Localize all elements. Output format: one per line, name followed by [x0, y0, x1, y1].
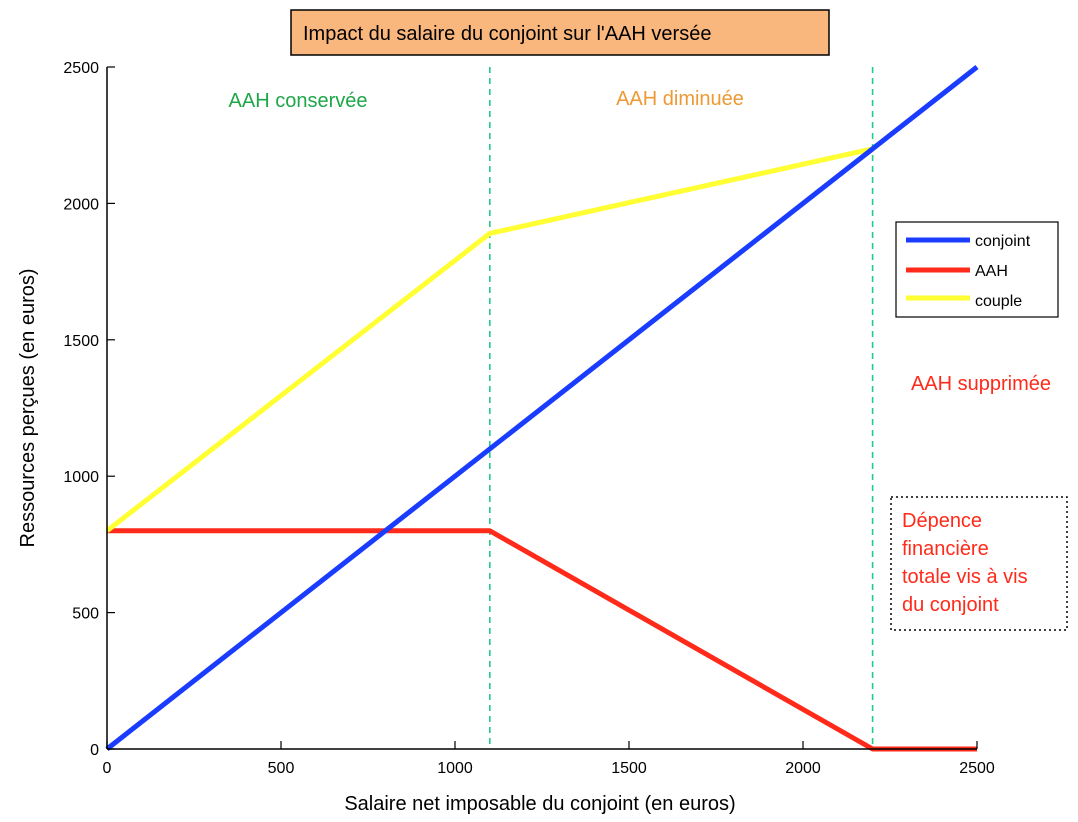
chart-title: Impact du salaire du conjoint sur l'AAH … [303, 23, 711, 45]
legend: conjoint AAH couple [895, 221, 1059, 318]
y-tick-label: 2000 [63, 196, 99, 213]
x-tick-label: 1000 [437, 760, 473, 777]
series-lines [105, 65, 979, 752]
y-tick-label: 2500 [63, 60, 99, 77]
legend-label-conjoint: conjoint [975, 233, 1031, 250]
annotation-aah-conservee: AAH conservée [229, 90, 368, 112]
chart-title-background [290, 9, 830, 56]
y-axis-label: Ressources perçues (en euros) [17, 268, 39, 547]
note-line-2: financière [902, 538, 989, 560]
legend-label-aah: AAH [975, 263, 1008, 280]
note-box: Dépence financière totale vis à vis du c… [890, 496, 1068, 631]
x-tick-label: 2000 [785, 760, 821, 777]
y-tick-label: 1000 [63, 469, 99, 486]
axes [106, 67, 977, 750]
x-tick-label: 0 [103, 760, 112, 777]
annotation-aah-supprimee: AAH supprimée [911, 373, 1051, 395]
series-line-couple [105, 146, 874, 533]
annotation-aah-diminuee: AAH diminuée [616, 88, 744, 110]
series-line-conjoint [105, 65, 979, 751]
x-tick-label: 1500 [611, 760, 647, 777]
series-line-aah [107, 528, 977, 752]
note-line-4: du conjoint [902, 594, 999, 616]
note-line-3: totale vis à vis [902, 566, 1028, 588]
y-ticks: 0 500 1000 1500 2000 2500 [63, 60, 115, 759]
legend-label-couple: couple [975, 293, 1022, 310]
note-box-border [890, 496, 1068, 631]
x-axis-label: Salaire net imposable du conjoint (en eu… [344, 793, 735, 815]
y-tick-label: 500 [72, 606, 99, 623]
x-tick-label: 500 [268, 760, 295, 777]
note-line-1: Dépence [902, 510, 982, 532]
x-tick-label: 2500 [959, 760, 995, 777]
x-ticks: 0 500 1000 1500 2000 2500 [103, 741, 995, 777]
y-tick-label: 0 [90, 742, 99, 759]
threshold-lines [488, 67, 874, 749]
chart-title-box: Impact du salaire du conjoint sur l'AAH … [290, 9, 830, 56]
y-tick-label: 1500 [63, 333, 99, 350]
